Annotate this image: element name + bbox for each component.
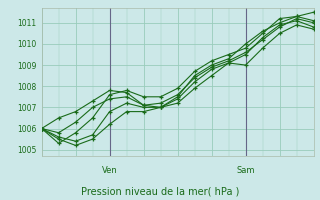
Text: Sam: Sam bbox=[236, 166, 255, 175]
Text: Ven: Ven bbox=[102, 166, 117, 175]
Text: Pression niveau de la mer( hPa ): Pression niveau de la mer( hPa ) bbox=[81, 186, 239, 196]
